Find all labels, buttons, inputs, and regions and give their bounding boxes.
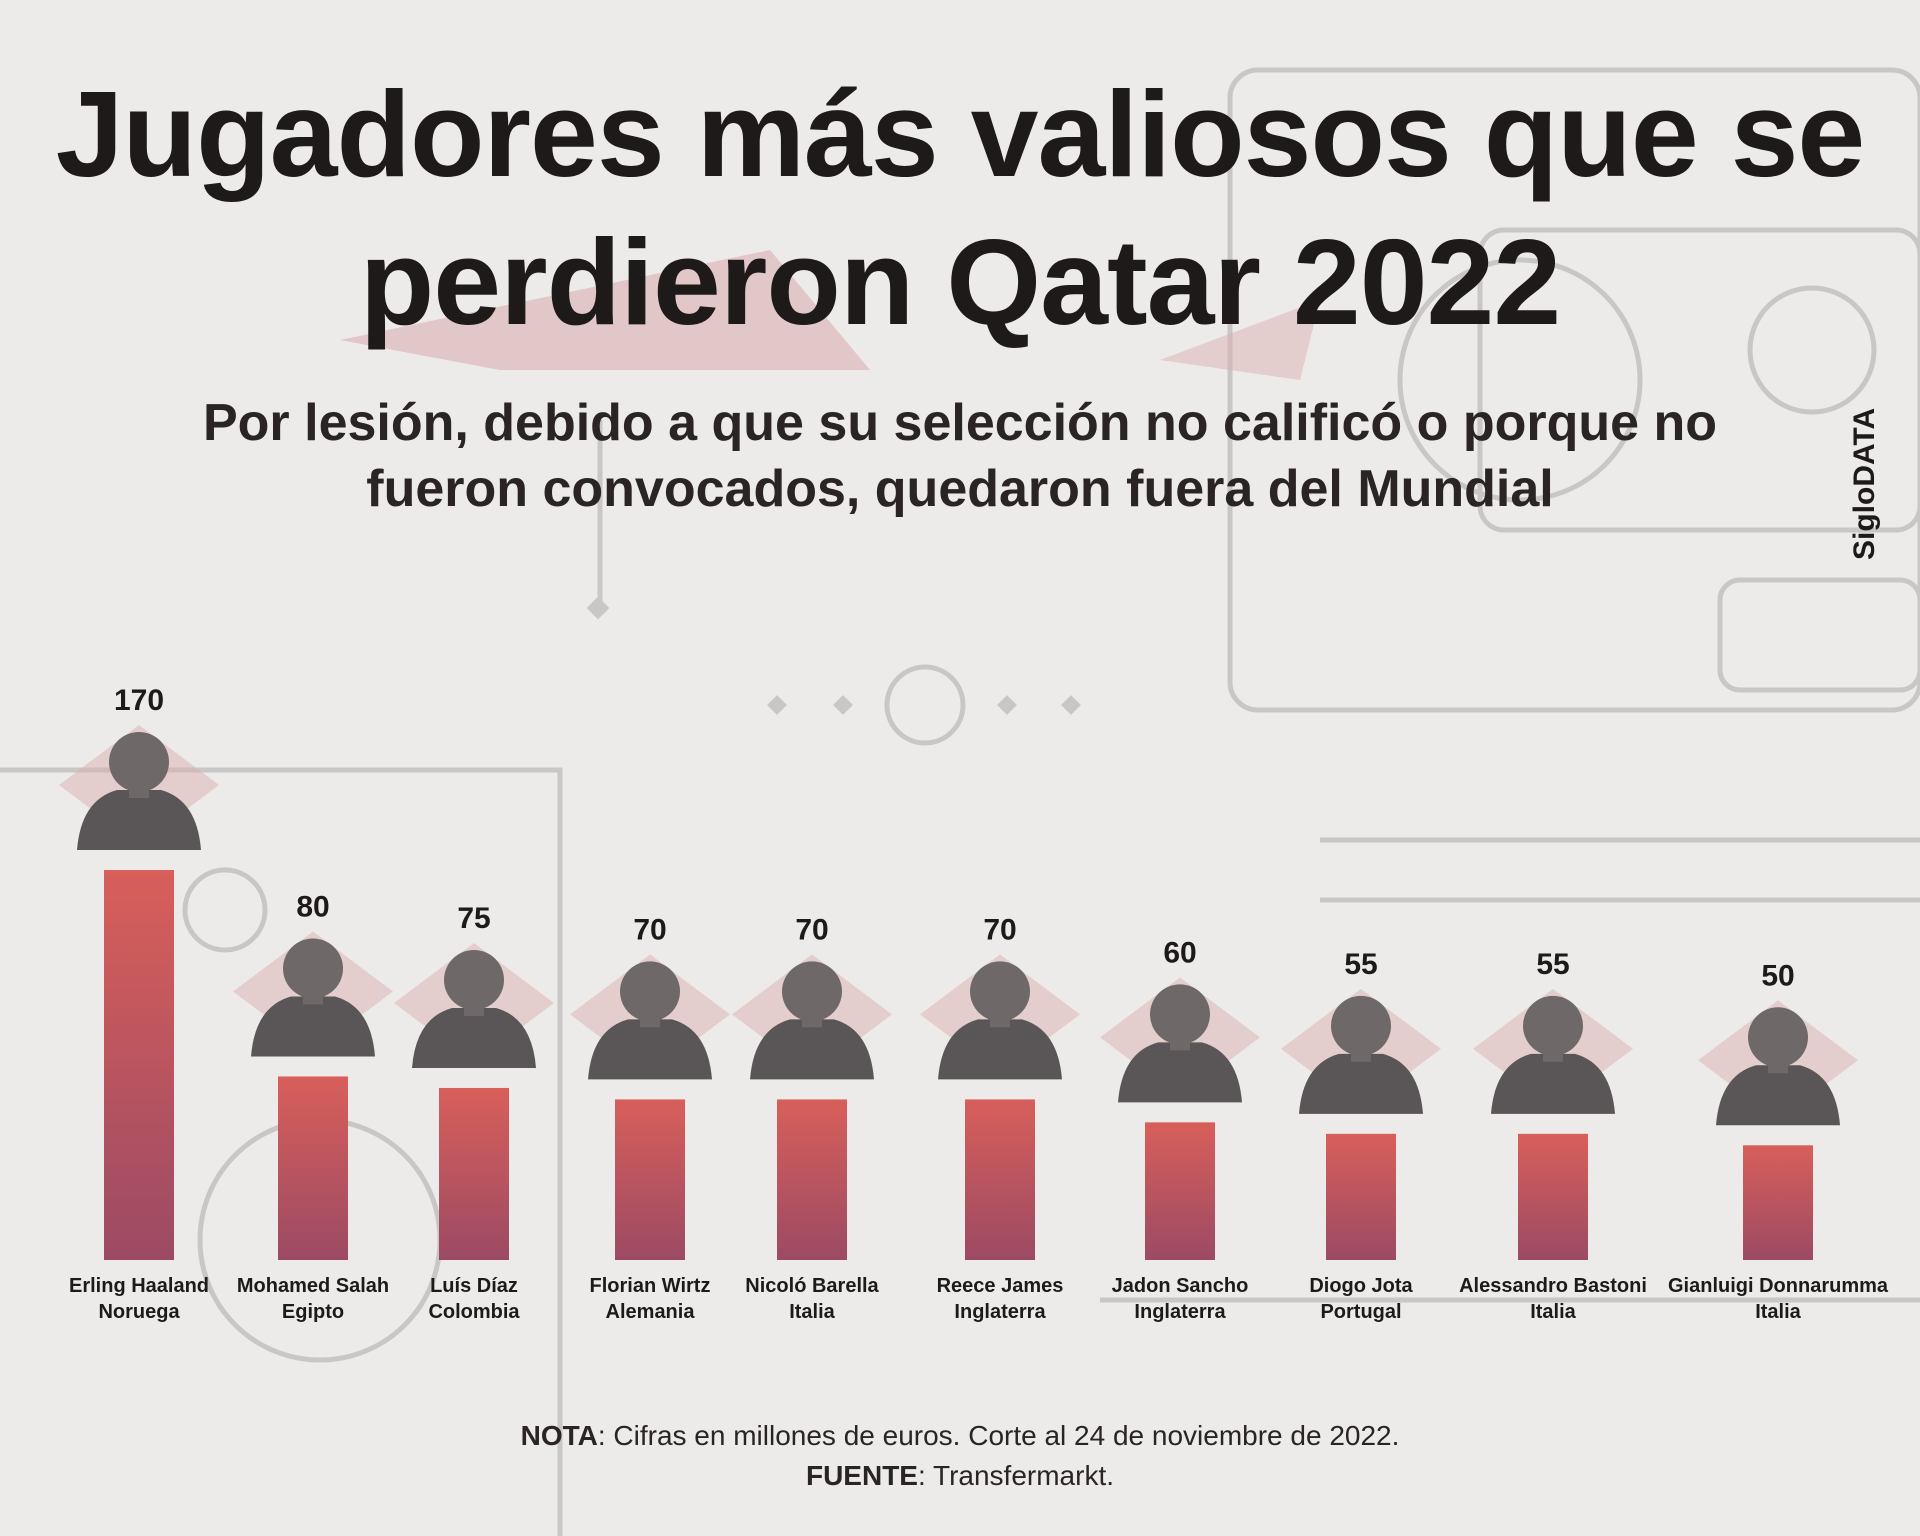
category-label: Gianluigi Donnarumma (1668, 1275, 1889, 1297)
title-line-2: perdieron Qatar 2022 (359, 214, 1562, 350)
value-label: 170 (114, 684, 164, 717)
note-text: NOTA: Cifras en millones de euros. Corte… (0, 1420, 1920, 1452)
bar (104, 870, 174, 1260)
subtitle-line-2: fueron convocados, quedaron fuera del Mu… (366, 460, 1554, 518)
category-label: Alessandro Bastoni (1459, 1275, 1647, 1297)
bar (439, 1087, 509, 1260)
player-photo (412, 949, 536, 1068)
player-photo (1491, 995, 1615, 1114)
player-photo (251, 938, 375, 1057)
source-label: FUENTE (805, 1460, 918, 1491)
country-label: Egipto (282, 1301, 344, 1323)
player-photo (1716, 1007, 1840, 1126)
country-label: Italia (789, 1301, 835, 1323)
country-label: Colombia (428, 1301, 520, 1323)
page-title: Jugadores más valiosos que se perdieron … (0, 60, 1920, 356)
value-label: 80 (296, 890, 329, 923)
bar (965, 1099, 1035, 1260)
player-photo (1299, 995, 1423, 1114)
note-body: : Cifras en millones de euros. Corte al … (597, 1420, 1400, 1451)
value-label: 75 (457, 902, 490, 935)
player-photo (77, 732, 201, 850)
bar (278, 1076, 348, 1260)
value-label: 70 (795, 913, 828, 946)
category-label: Reece James (937, 1275, 1064, 1297)
country-label: Inglaterra (1134, 1301, 1226, 1323)
source-body: : Transfermarkt. (917, 1460, 1115, 1491)
brand-logo: SigloDATA (1848, 407, 1881, 560)
category-label: Nicoló Barella (745, 1275, 879, 1297)
category-label: Luís Díaz (430, 1275, 518, 1297)
bar (1145, 1122, 1215, 1260)
source-text: FUENTE: Transfermarkt. (0, 1460, 1920, 1492)
country-label: Italia (1755, 1301, 1801, 1323)
category-label: Mohamed Salah (237, 1275, 389, 1297)
country-label: Noruega (98, 1301, 180, 1323)
value-label: 60 (1163, 936, 1196, 969)
bar (1326, 1133, 1396, 1260)
bar-chart: 170 Erling Haaland Noruega 80 Mohamed Salah E… (59, 684, 1889, 1323)
country-label: Alemania (606, 1301, 696, 1323)
player-photo (750, 961, 874, 1080)
note-label: NOTA (520, 1420, 598, 1451)
category-label: Diogo Jota (1309, 1275, 1413, 1297)
country-label: Italia (1530, 1301, 1576, 1323)
bar (615, 1099, 685, 1260)
value-label: 70 (983, 913, 1016, 946)
country-label: Inglaterra (954, 1301, 1046, 1323)
value-label: 55 (1536, 948, 1569, 981)
player-photo (1118, 984, 1242, 1103)
category-label: Florian Wirtz (590, 1275, 711, 1297)
bar (1743, 1145, 1813, 1260)
value-label: 55 (1344, 948, 1377, 981)
category-label: Erling Haaland (69, 1275, 209, 1297)
bar (777, 1099, 847, 1260)
country-label: Portugal (1320, 1301, 1401, 1323)
value-label: 70 (633, 913, 666, 946)
value-label: 50 (1761, 959, 1794, 992)
title-line-1: Jugadores más valiosos que se (55, 66, 1866, 202)
subtitle-line-1: Por lesión, debido a que su selección no… (202, 394, 1718, 452)
player-photo (588, 961, 712, 1080)
bar (1518, 1133, 1588, 1260)
player-photo (938, 961, 1062, 1080)
subtitle: Por lesión, debido a que su selección no… (160, 390, 1760, 522)
category-label: Jadon Sancho (1112, 1275, 1249, 1297)
